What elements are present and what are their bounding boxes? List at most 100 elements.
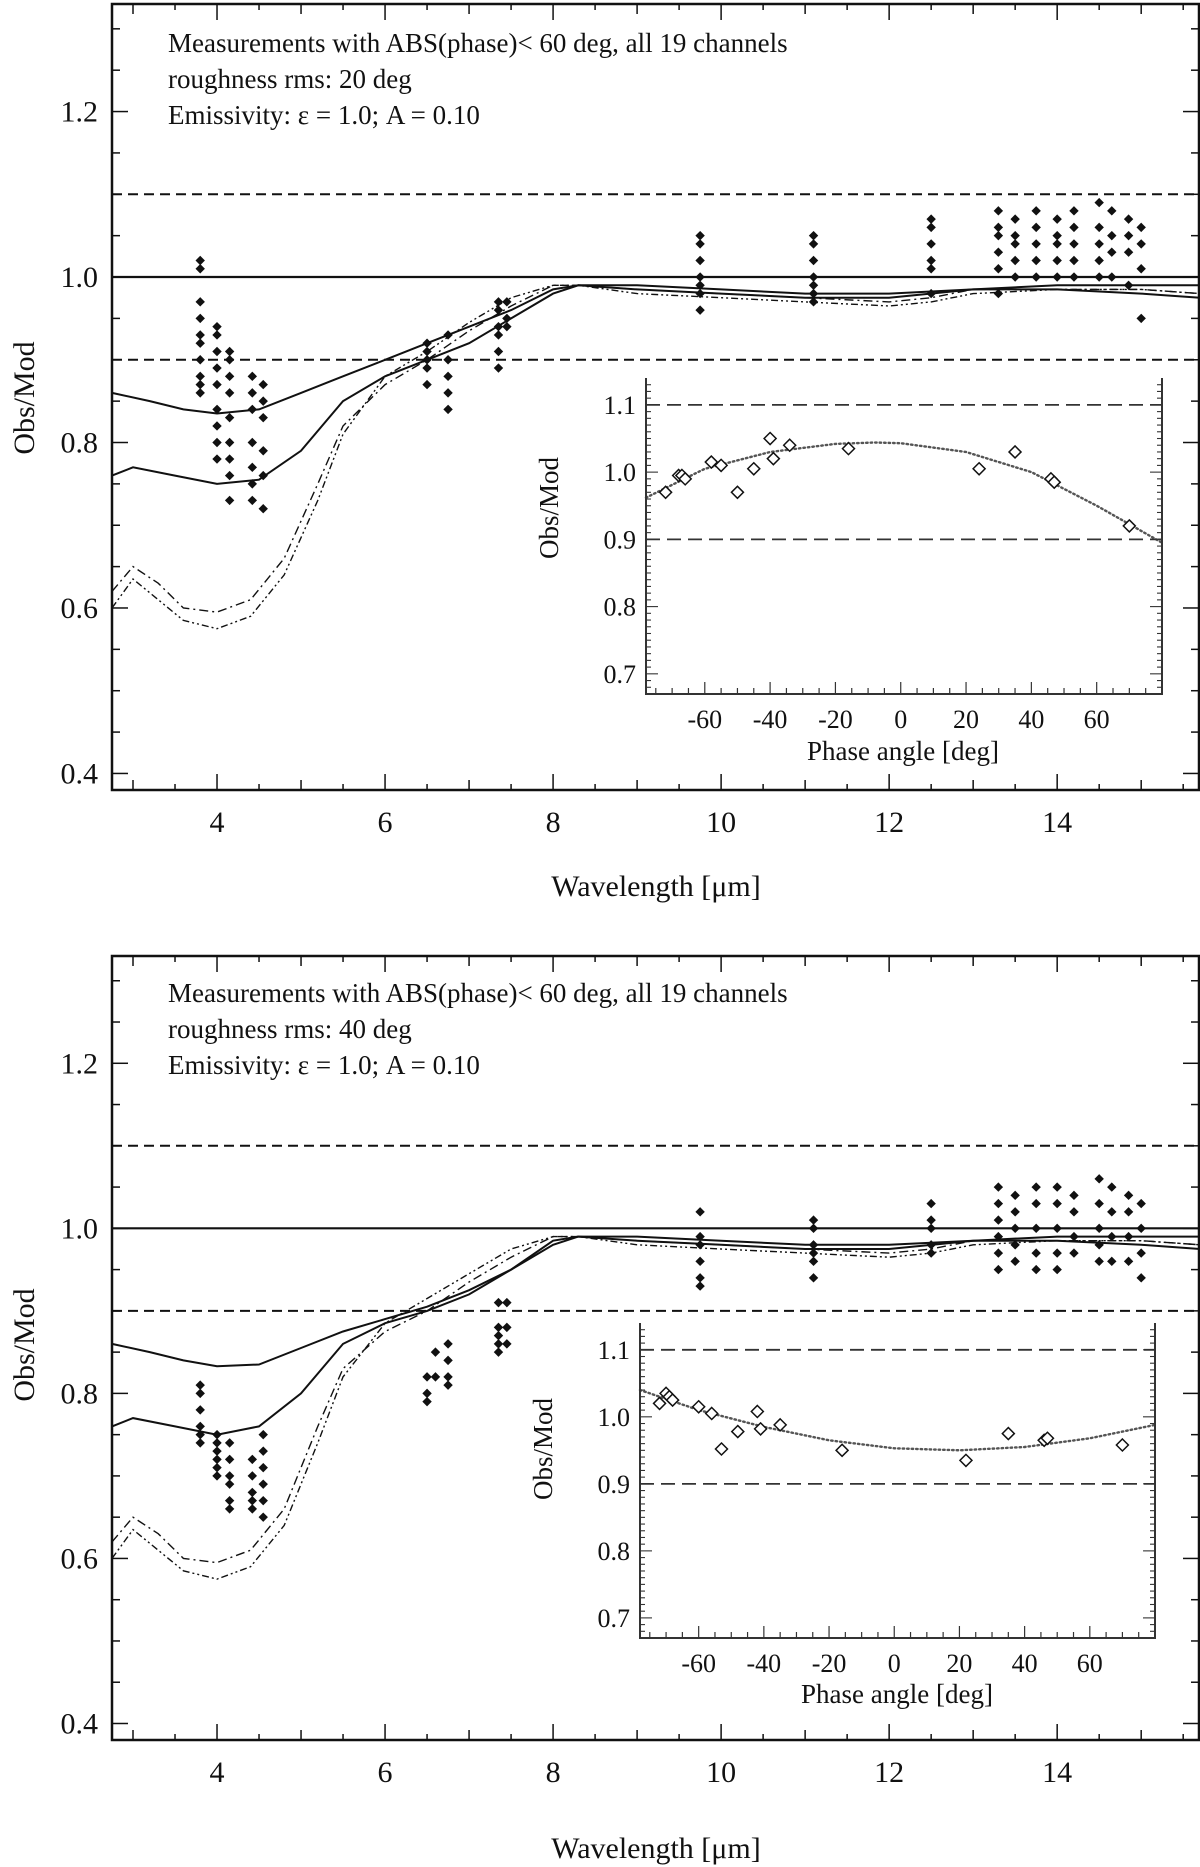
data-point	[195, 355, 205, 365]
data-point	[1031, 239, 1041, 249]
inset-data-point	[746, 461, 761, 476]
y-tick-label: 1.2	[61, 1047, 99, 1080]
data-point	[1094, 197, 1104, 208]
x-axis-label: Wavelength [μm]	[551, 870, 760, 903]
data-point	[212, 321, 222, 332]
data-point	[808, 255, 819, 266]
data-point	[1031, 1198, 1041, 1209]
data-point	[1136, 222, 1146, 233]
data-point	[1069, 239, 1079, 249]
data-point	[1069, 1190, 1079, 1201]
data-point	[808, 297, 819, 307]
data-point	[247, 462, 258, 473]
data-point	[1136, 1248, 1146, 1258]
data-point	[1069, 206, 1079, 216]
data-point	[247, 495, 258, 506]
inset-data-point	[972, 461, 987, 476]
data-point	[195, 1380, 205, 1390]
data-point	[247, 437, 258, 448]
data-point	[695, 1256, 705, 1267]
inset-x-tick-label: -20	[812, 1649, 847, 1678]
data-point	[195, 313, 205, 324]
data-point	[1052, 214, 1062, 224]
data-point	[1069, 1231, 1079, 1242]
data-point	[493, 1330, 504, 1341]
data-point	[926, 1198, 936, 1209]
inset-x-tick-label: 40	[1018, 705, 1044, 734]
data-point	[1123, 280, 1134, 291]
data-point	[993, 264, 1004, 274]
data-point	[993, 230, 1004, 241]
data-point	[247, 388, 258, 398]
data-point	[224, 388, 235, 398]
data-point	[430, 1347, 441, 1357]
data-point	[195, 1421, 205, 1432]
data-point	[195, 297, 205, 307]
x-axis-label: Wavelength [μm]	[551, 1832, 760, 1865]
x-tick-label: 8	[546, 806, 561, 839]
inset-data-point	[714, 458, 729, 473]
inset-data-point	[1007, 444, 1023, 460]
data-point	[443, 1372, 453, 1382]
inset-chart: -60 -40 -20 0 20 40 60 0.7 0.8 0.9 1.0 1.1	[604, 378, 1164, 734]
data-point	[695, 288, 705, 299]
data-point	[224, 1438, 235, 1448]
model-curve-solid	[111, 284, 1200, 415]
data-point	[695, 239, 705, 249]
inset-data-point	[678, 471, 693, 486]
inset-fit-curve	[638, 1388, 1157, 1452]
data-point	[443, 1339, 453, 1349]
data-point	[1107, 230, 1117, 241]
inset-frame	[639, 1323, 1156, 1639]
inset-y-tick-label: 0.9	[598, 1470, 631, 1499]
data-point	[1123, 1231, 1134, 1242]
inset-x-axis-label: Phase angle [deg]	[807, 736, 999, 766]
y-tick-label: 0.4	[61, 757, 99, 790]
data-point	[247, 1454, 258, 1465]
data-point	[212, 437, 222, 448]
inset-data-point	[658, 485, 673, 500]
x-tick-label: 8	[546, 1756, 561, 1789]
annotation-line-1: Measurements with ABS(phase)< 60 deg, al…	[168, 978, 788, 1008]
data-point	[1031, 1264, 1041, 1275]
inset-data-point	[773, 1417, 788, 1432]
data-point	[926, 239, 936, 249]
data-point	[1094, 222, 1104, 233]
plot-frame	[110, 954, 1200, 1742]
data-point	[1107, 1256, 1117, 1267]
inset-x-tick-label: 0	[894, 705, 907, 734]
data-point	[422, 355, 432, 365]
data-point	[493, 1297, 504, 1308]
data-point	[443, 330, 453, 340]
inset-x-tick-label: -40	[747, 1649, 782, 1678]
data-point	[224, 437, 235, 448]
inset-data-point	[704, 1406, 719, 1421]
data-point	[1136, 1273, 1146, 1283]
data-point	[695, 255, 705, 266]
data-point	[247, 479, 258, 489]
data-point	[926, 255, 936, 266]
data-point	[258, 503, 268, 514]
data-point	[1010, 1207, 1020, 1217]
data-point	[224, 1504, 235, 1514]
data-point	[808, 239, 819, 249]
data-point	[1094, 239, 1104, 249]
data-point	[502, 1297, 512, 1308]
data-point	[422, 379, 432, 390]
data-point	[212, 330, 222, 340]
data-point	[247, 1487, 258, 1498]
x-tick-label: 4	[210, 806, 225, 839]
data-point	[926, 264, 936, 274]
data-point	[993, 1264, 1004, 1275]
data-point	[493, 1322, 504, 1333]
data-point	[195, 388, 205, 398]
data-point	[258, 470, 268, 481]
x-tick-label: 6	[378, 1756, 393, 1789]
data-point	[247, 371, 258, 382]
inset-x-tick-label: -60	[681, 1649, 716, 1678]
data-point	[493, 1347, 504, 1357]
inset-data-point	[1040, 1431, 1055, 1446]
data-point	[926, 214, 936, 224]
x-tick-label: 6	[378, 806, 393, 839]
data-point	[1094, 1256, 1104, 1267]
